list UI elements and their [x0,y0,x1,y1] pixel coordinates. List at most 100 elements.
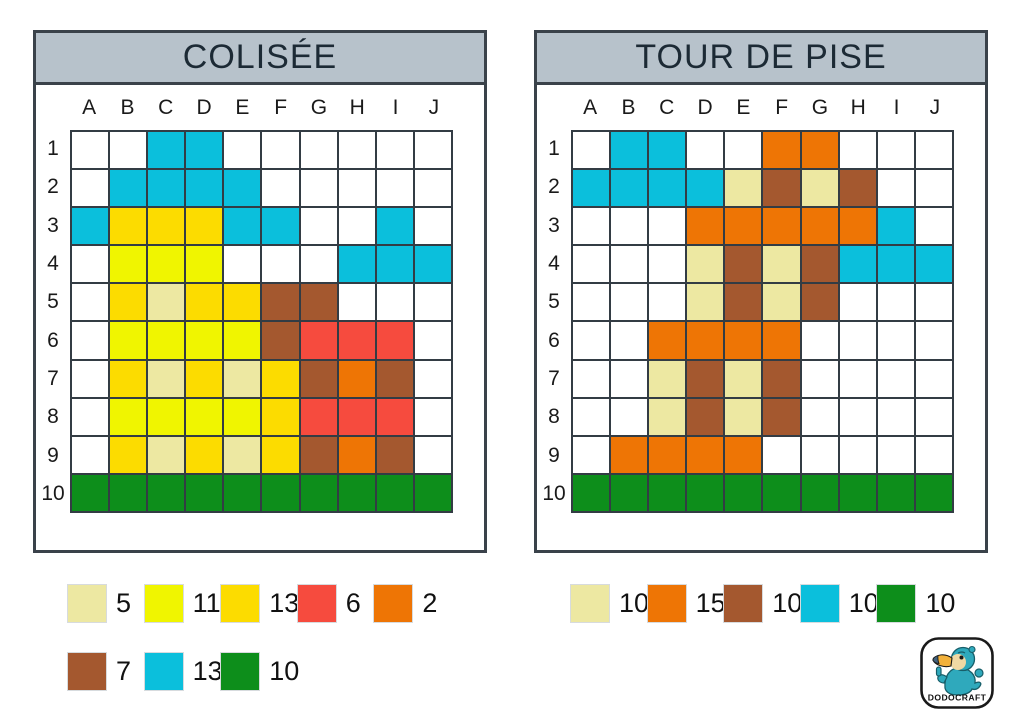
grid-cell [338,474,375,511]
grid-cell [148,436,185,473]
grid-cell [414,208,451,245]
grid-cell [839,360,876,397]
column-label: J [428,95,440,119]
grid-cell [801,398,838,435]
row-label: 8 [47,405,59,429]
grid-cell [224,170,261,207]
grid-cell [915,398,952,435]
grid-cell [839,208,876,245]
grid-cell [72,360,109,397]
grid-cell [687,322,724,359]
grid-cell [915,208,952,245]
panel-colisee-title-band: COLISÉE [36,33,484,85]
grid-cell [376,208,413,245]
grid-cell [839,284,876,321]
column-label: A [82,95,97,119]
grid-cell [763,170,800,207]
grid-cell [649,284,686,321]
grid-cell [915,246,952,283]
grid-cell [611,284,648,321]
legend-item: 13 [143,652,223,691]
grid-cell [611,474,648,511]
grid-cell [376,132,413,169]
grid-cell [687,132,724,169]
legend-swatch [799,584,840,623]
row-label: 10 [542,481,566,505]
colisee-row-labels: 1 2 3 4 5 6 7 8 9 10 [40,130,66,513]
grid-cell [763,132,800,169]
pise-row-labels: 1 2 3 4 5 6 7 8 9 10 [541,130,567,513]
grid-cell [687,398,724,435]
grid-cell [687,360,724,397]
grid-cell [573,170,610,207]
grid-cell [611,132,648,169]
grid-cell [414,360,451,397]
grid-cell [915,284,952,321]
grid-cell [148,208,185,245]
legend-item: 10 [220,652,299,691]
grid-cell [224,246,261,283]
grid-cell [300,246,337,283]
grid-cell [573,360,610,397]
grid-cell [338,132,375,169]
grid-cell [763,398,800,435]
grid-cell [649,170,686,207]
grid-cell [72,322,109,359]
grid-cell [649,474,686,511]
grid-cell [110,246,147,283]
grid-cell [839,132,876,169]
grid-cell [915,436,952,473]
grid-cell [877,246,914,283]
grid-cell [414,170,451,207]
legend-count: 5 [116,588,132,618]
grid-cell [300,322,337,359]
grid-cell [611,398,648,435]
grid-cell [224,474,261,511]
grid-cell [300,474,337,511]
grid-cell [300,398,337,435]
column-label: E [235,95,250,119]
column-label: B [621,95,636,119]
grid-cell [186,398,223,435]
row-label: 2 [548,175,560,199]
row-label: 3 [47,213,59,237]
grid-cell [725,436,762,473]
colisee-legend-row-1: 5 11 13 6 2 [67,584,450,623]
grid-cell [262,436,299,473]
row-label: 7 [548,366,560,390]
grid-cell [186,474,223,511]
grid-cell [915,170,952,207]
legend-count: 10 [925,588,956,618]
grid-cell [148,170,185,207]
legend-swatch [373,584,414,623]
grid-cell [763,436,800,473]
grid-cell [687,170,724,207]
legend-swatch [723,584,764,623]
grid-cell [72,170,109,207]
grid-cell [300,132,337,169]
legend-swatch [296,584,337,623]
grid-cell [414,284,451,321]
column-label: G [811,95,829,119]
column-label: H [850,95,866,119]
column-label: C [158,95,174,119]
grid-cell [186,284,223,321]
grid-cell [687,474,724,511]
legend-item: 11 [143,584,221,623]
legend-item: 10 [723,584,802,623]
grid-cell [649,132,686,169]
grid-cell [376,246,413,283]
grid-cell [839,436,876,473]
grid-cell [148,284,185,321]
row-label: 10 [41,481,65,505]
grid-cell [262,474,299,511]
legend-count: 13 [269,588,300,618]
grid-cell [649,360,686,397]
legend-count: 10 [619,588,650,618]
grid-cell [376,284,413,321]
grid-cell [300,208,337,245]
grid-cell [338,170,375,207]
grid-cell [573,284,610,321]
grid-cell [877,474,914,511]
